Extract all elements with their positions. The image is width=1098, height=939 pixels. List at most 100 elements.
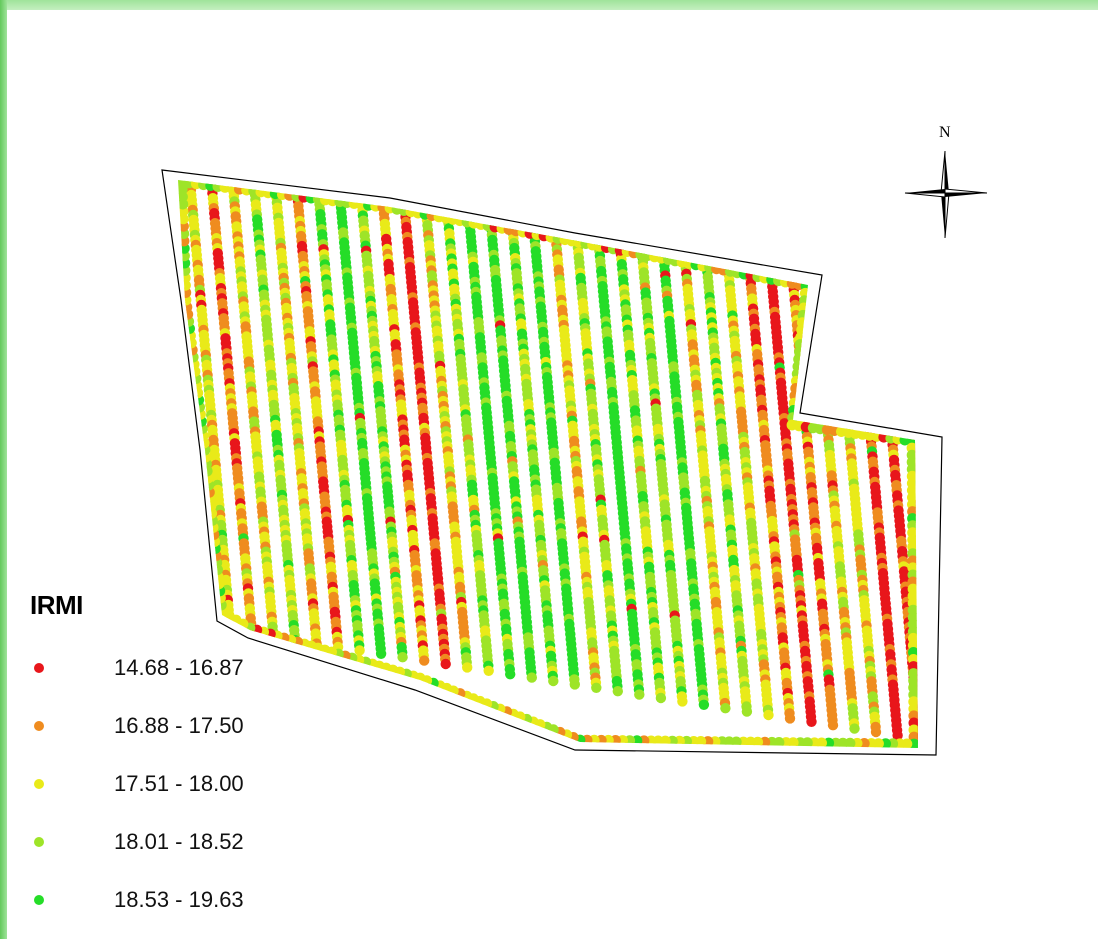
irmi-point: [919, 314, 929, 324]
irmi-point: [957, 510, 967, 520]
irmi-point: [969, 637, 979, 647]
irmi-point: [970, 647, 980, 657]
irmi-point: [926, 395, 936, 405]
irmi-point: [940, 553, 950, 563]
irmi-point: [977, 729, 987, 739]
irmi-point: [904, 397, 916, 408]
irmi-point: [833, 306, 844, 317]
irmi-point: [877, 333, 889, 344]
irmi-point: [943, 353, 953, 363]
irmi-point: [950, 664, 960, 674]
irmi-point: [954, 710, 964, 720]
irmi-point: [397, 652, 408, 663]
irmi-point: [976, 713, 986, 723]
irmi-point: [903, 381, 914, 393]
irmi-point: [918, 309, 928, 319]
irmi-point: [939, 302, 949, 312]
irmi-point: [899, 336, 910, 347]
irmi-point: [926, 400, 936, 410]
irmi-point: [938, 297, 948, 307]
irmi-point: [860, 370, 871, 381]
irmi-point: [976, 718, 986, 728]
irmi-point: [963, 571, 973, 581]
irmi-point: [937, 287, 947, 297]
irmi-point: [941, 558, 951, 568]
irmi-point: [880, 358, 891, 369]
irmi-point: [814, 333, 825, 344]
irmi-point: [899, 341, 911, 352]
irmi-point: [935, 737, 945, 747]
irmi-point: [354, 645, 365, 656]
irmi-point: [763, 709, 774, 721]
irmi-point: [927, 411, 937, 421]
irmi-point: [842, 407, 853, 418]
irmi-point: [833, 316, 845, 327]
irmi-point: [815, 348, 826, 359]
legend-swatch: [34, 895, 44, 905]
irmi-point: [816, 358, 827, 370]
irmi-point: [853, 299, 864, 310]
irmi-point: [851, 274, 862, 285]
irmi-point: [951, 434, 961, 444]
irmi-point: [924, 370, 934, 380]
irmi-point: [882, 383, 893, 395]
irmi-point: [966, 602, 976, 612]
irmi-point: [920, 329, 930, 339]
irmi-point: [944, 358, 954, 368]
irmi-point: [819, 389, 830, 400]
irmi-point: [859, 360, 870, 371]
irmi-point: [927, 405, 937, 415]
irmi-point: [818, 384, 830, 395]
irmi-point: [505, 669, 516, 680]
irmi-point: [832, 301, 843, 312]
irmi-point: [968, 632, 978, 642]
irmi-point: [817, 363, 828, 375]
irmi-point: [902, 366, 913, 377]
irmi-point: [948, 409, 958, 419]
irmi-point: [941, 333, 951, 343]
irmi-point: [876, 317, 887, 329]
top-frame-border: [0, 0, 1098, 10]
irmi-point: [971, 663, 981, 673]
irmi-point: [950, 659, 960, 669]
irmi-point: [944, 593, 954, 603]
irmi-point: [965, 597, 975, 607]
irmi-point: [548, 675, 559, 687]
irmi-point: [944, 363, 954, 373]
irmi-point: [897, 310, 908, 322]
irmi-point: [964, 586, 974, 596]
irmi-point: [837, 356, 848, 368]
irmi-point: [858, 355, 869, 366]
irmi-point: [813, 328, 825, 339]
irmi-point: [947, 393, 957, 403]
irmi-point: [917, 298, 918, 310]
irmi-point: [883, 393, 894, 405]
irmi-point: [817, 368, 828, 380]
irmi-point: [955, 720, 965, 730]
irmi-point: [870, 726, 882, 738]
irmi-point: [885, 414, 896, 425]
irmi-point: [925, 380, 935, 390]
irmi-point: [896, 300, 907, 312]
irmi-point: [978, 744, 988, 754]
legend-item-class-2: 16.88 - 17.50: [30, 697, 244, 755]
irmi-point: [419, 655, 430, 666]
irmi-point: [957, 505, 967, 515]
irmi-point: [978, 734, 988, 744]
irmi-point: [946, 383, 956, 393]
irmi-point: [818, 379, 829, 390]
irmi-point: [941, 327, 951, 337]
irmi-point: [958, 520, 968, 530]
north-label: N: [939, 124, 951, 141]
irmi-point: [655, 692, 667, 704]
irmi-point: [953, 695, 963, 705]
irmi-point: [949, 419, 959, 429]
irmi-point: [876, 322, 888, 334]
legend-label: 18.53 - 19.63: [114, 887, 244, 912]
irmi-point: [901, 361, 912, 372]
irmi-point: [906, 417, 917, 428]
irmi-point: [950, 429, 960, 439]
irmi-point: [921, 345, 931, 355]
legend-label: 18.01 - 18.52: [114, 829, 244, 854]
irmi-point: [853, 294, 864, 305]
